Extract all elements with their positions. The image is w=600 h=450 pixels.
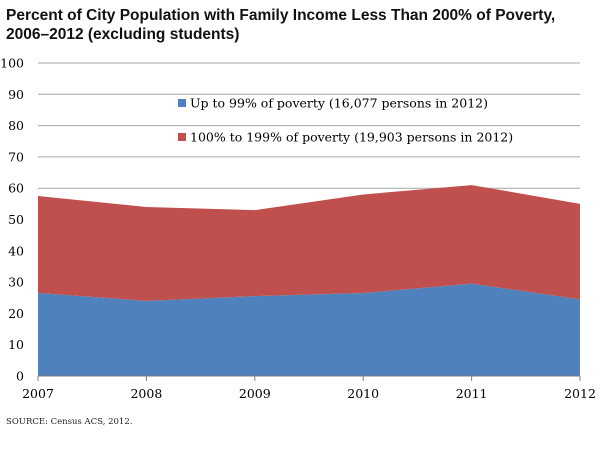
y-tick-label-0: 0 [16,369,24,384]
legend-swatch-1 [178,99,186,107]
chart-title-line-1: Percent of City Population with Family I… [6,7,556,24]
y-tick-label-100: 100 [0,56,24,71]
legend-swatch-2 [178,133,186,141]
x-tick-label-2011: 2011 [456,386,488,401]
chart-title: Percent of City Population with Family I… [6,6,591,44]
area-series-2 [38,185,580,301]
chart-title-line-2: 2006–2012 (excluding students) [6,26,240,43]
legend-label-2: 100% to 199% of poverty (19,903 persons … [190,130,513,145]
x-tick-label-2012: 2012 [564,386,596,401]
y-tick-label-20: 20 [8,306,24,321]
source-note: SOURCE: Census ACS, 2012. [6,417,133,427]
y-tick-label-40: 40 [8,243,24,258]
area-series [38,185,580,376]
legend-label-1: Up to 99% of poverty (16,077 persons in … [190,96,488,111]
legend: Up to 99% of poverty (16,077 persons in … [178,96,513,145]
y-tick-label-90: 90 [8,87,24,102]
x-tick-label-2007: 2007 [22,386,54,401]
area-series-1 [38,283,580,376]
y-tick-label-70: 70 [8,149,24,164]
y-tick-label-10: 10 [8,337,24,352]
y-tick-label-60: 60 [8,181,24,196]
axes: 0 10 20 30 40 50 60 70 80 90 100 2007 2008 2009 2010 20… [0,56,596,402]
x-tick-label-2009: 2009 [239,386,271,401]
y-tick-label-50: 50 [8,212,24,227]
y-tick-label-30: 30 [8,275,24,290]
x-tick-label-2008: 2008 [130,386,162,401]
x-tick-label-2010: 2010 [347,386,379,401]
y-tick-label-80: 80 [8,118,24,133]
